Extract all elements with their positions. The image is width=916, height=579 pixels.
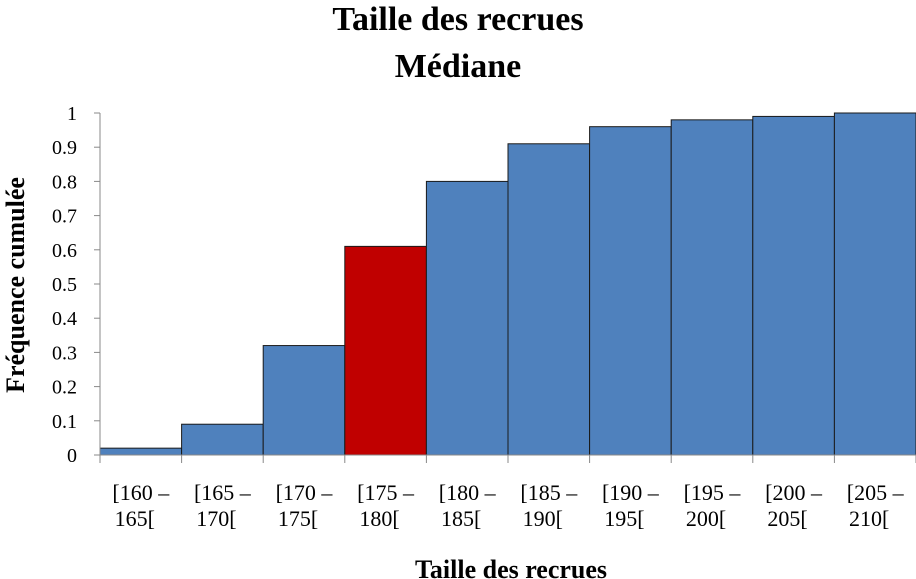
y-tick-label: 0.8 bbox=[52, 171, 77, 193]
bar bbox=[99, 447, 183, 456]
x-tick-label: [165 – bbox=[194, 480, 252, 505]
x-tick-label: [175 – bbox=[357, 480, 415, 505]
y-tick-label: 0.1 bbox=[52, 411, 77, 433]
bar bbox=[181, 423, 264, 456]
y-tick-label: 0 bbox=[67, 445, 77, 467]
x-tick-label: 170[ bbox=[196, 506, 236, 531]
plot-area: 0 0.1 0.2 0.3 0.4 0.5 0.6 0.7 0.8 0.9 1 [160 –165[ [… bbox=[52, 103, 916, 531]
x-tick-label: [170 – bbox=[276, 480, 334, 505]
x-tick-label: [160 – bbox=[112, 480, 170, 505]
y-tick-label: 0.3 bbox=[52, 342, 77, 364]
bar bbox=[425, 180, 509, 456]
bar bbox=[262, 345, 346, 456]
x-tick-label: [200 – bbox=[765, 480, 823, 505]
y-tick-label: 0.9 bbox=[52, 137, 77, 159]
bar bbox=[752, 115, 835, 456]
y-tick-label: 0.5 bbox=[52, 274, 77, 296]
y-tick-label: 0.6 bbox=[52, 240, 77, 262]
x-tick-label: 195[ bbox=[604, 506, 644, 531]
bar bbox=[589, 126, 672, 456]
x-tick-label: [180 – bbox=[439, 480, 497, 505]
x-tick-label: 205[ bbox=[767, 506, 807, 531]
x-tick-label: 165[ bbox=[115, 506, 155, 531]
x-axis-title: Taille des recrues bbox=[415, 555, 607, 579]
y-tick-label: 0.7 bbox=[52, 206, 77, 228]
x-tick-label: 200[ bbox=[686, 506, 726, 531]
x-tick-label: 210[ bbox=[849, 506, 889, 531]
x-tick-label: 175[ bbox=[278, 506, 318, 531]
y-tick-label: 0.2 bbox=[52, 377, 77, 399]
x-tick-label: [195 – bbox=[684, 480, 742, 505]
median-bar bbox=[344, 245, 427, 456]
x-tick-label: [190 – bbox=[602, 480, 660, 505]
x-tick-label: [205 – bbox=[847, 480, 905, 505]
x-tick-label: 185[ bbox=[441, 506, 481, 531]
bar bbox=[670, 119, 754, 456]
y-tick-label: 1 bbox=[67, 103, 77, 125]
x-tick-label: 190[ bbox=[523, 506, 563, 531]
bar bbox=[507, 143, 591, 456]
chart-title: Taille des recrues bbox=[332, 1, 583, 38]
y-tick-label: 0.4 bbox=[52, 308, 77, 330]
x-tick-label: 180[ bbox=[359, 506, 399, 531]
y-axis-title: Fréquence cumulée bbox=[1, 177, 30, 393]
x-tick-label: [185 – bbox=[520, 480, 578, 505]
chart-subtitle: Médiane bbox=[395, 48, 522, 85]
bar bbox=[833, 112, 916, 456]
